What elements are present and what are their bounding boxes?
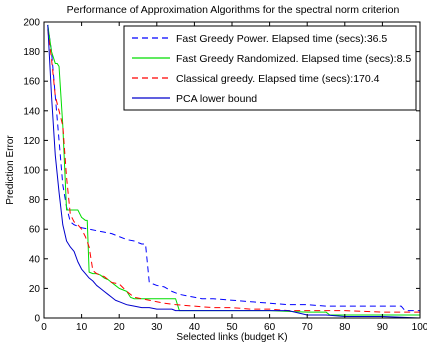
legend-label-2: Fast Greedy Randomized. Elapsed time (se…	[176, 53, 411, 65]
x-tick-label: 60	[264, 322, 276, 333]
series-line-1	[47, 24, 420, 312]
y-tick-label: 100	[23, 166, 40, 177]
x-tick-label: 40	[189, 322, 201, 333]
x-tick-label: 30	[151, 322, 163, 333]
legend-label-4: PCA lower bound	[176, 93, 257, 105]
chart-title: Performance of Approximation Algorithms …	[67, 4, 400, 16]
y-tick-label: 200	[23, 18, 40, 29]
y-tick-label: 140	[23, 106, 40, 117]
legend-label-3: Classical greedy. Elapsed time (secs):17…	[176, 73, 380, 85]
legend-label-1: Fast Greedy Power. Elapsed time (secs):3…	[176, 33, 387, 45]
x-tick-label: 80	[339, 322, 351, 333]
x-tick-label: 50	[226, 322, 238, 333]
x-tick-label: 100	[412, 322, 427, 333]
x-tick-label: 0	[41, 322, 47, 333]
x-tick-label: 90	[377, 322, 389, 333]
legend: Fast Greedy Power. Elapsed time (secs):3…	[123, 25, 417, 111]
series-line-4	[47, 24, 421, 319]
y-tick-label: 180	[23, 47, 40, 58]
y-tick-label: 60	[29, 225, 41, 236]
y-tick-label: 40	[29, 254, 41, 265]
x-tick-label: 20	[114, 322, 126, 333]
y-tick-label: 160	[23, 77, 40, 88]
series-layer	[47, 24, 421, 319]
x-axis-ticks: 0 10 20 30 40 50 60 70 80 90 100	[41, 22, 427, 333]
x-tick-label: 10	[76, 322, 88, 333]
x-axis-title: Selected links (budget K)	[176, 332, 287, 342]
y-tick-label: 120	[23, 136, 40, 147]
legend-box	[123, 25, 417, 111]
y-tick-label: 80	[29, 195, 41, 206]
y-axis-title: Prediction Error	[5, 135, 16, 205]
x-tick-label: 70	[302, 322, 314, 333]
y-axis-ticks: 0 20 40 60 80 100 120 140 160 180 200	[23, 18, 420, 325]
y-tick-label: 0	[34, 314, 40, 325]
y-tick-label: 20	[29, 284, 41, 295]
